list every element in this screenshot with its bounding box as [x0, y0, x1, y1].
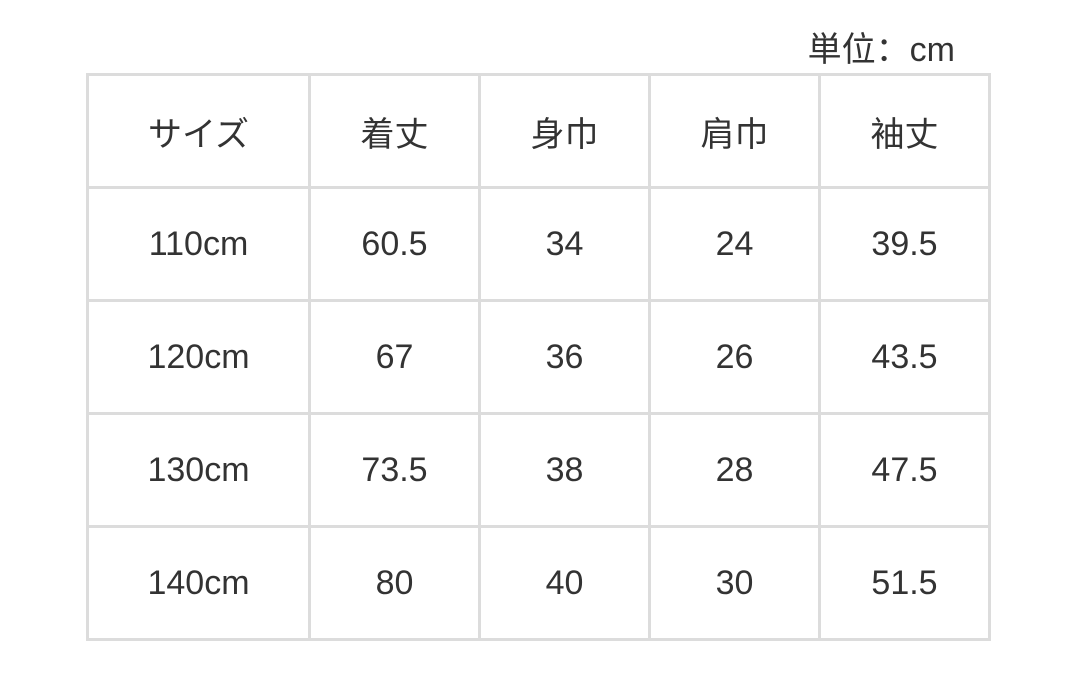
table-cell: 28: [648, 412, 821, 528]
table-cell: 73.5: [308, 412, 481, 528]
table-cell: 30: [648, 525, 821, 641]
table-cell: 47.5: [818, 412, 991, 528]
table-cell: 26: [648, 299, 821, 415]
header-cell: 肩巾: [648, 73, 821, 189]
unit-label: 単位：cm: [807, 31, 955, 69]
table-cell: 43.5: [818, 299, 991, 415]
header-cell: 着丈: [308, 73, 481, 189]
table-cell: 38: [478, 412, 651, 528]
table-cell: 110cm: [86, 186, 311, 302]
table-cell: 67: [308, 299, 481, 415]
table-cell: 130cm: [86, 412, 311, 528]
table-cell: 34: [478, 186, 651, 302]
table-cell: 51.5: [818, 525, 991, 641]
table-cell: 39.5: [818, 186, 991, 302]
table-cell: 60.5: [308, 186, 481, 302]
table-cell: 80: [308, 525, 481, 641]
header-cell: 身巾: [478, 73, 651, 189]
header-cell: サイズ: [86, 73, 311, 189]
header-row: サイズ 着丈 身巾 肩巾 袖丈: [86, 73, 991, 189]
table-cell: 24: [648, 186, 821, 302]
table-cell: 40: [478, 525, 651, 641]
table-row: 140cm 80 40 30 51.5: [86, 525, 991, 641]
table-row: 120cm 67 36 26 43.5: [86, 299, 991, 415]
table-cell: 140cm: [86, 525, 311, 641]
table-row: 110cm 60.5 34 24 39.5: [86, 186, 991, 302]
size-table: サイズ 着丈 身巾 肩巾 袖丈 110cm 60.5 34 24 39.5 120cm 67 36 26 4…: [86, 73, 991, 641]
table-cell: 120cm: [86, 299, 311, 415]
header-cell: 袖丈: [818, 73, 991, 189]
table-row: 130cm 73.5 38 28 47.5: [86, 412, 991, 528]
table-cell: 36: [478, 299, 651, 415]
